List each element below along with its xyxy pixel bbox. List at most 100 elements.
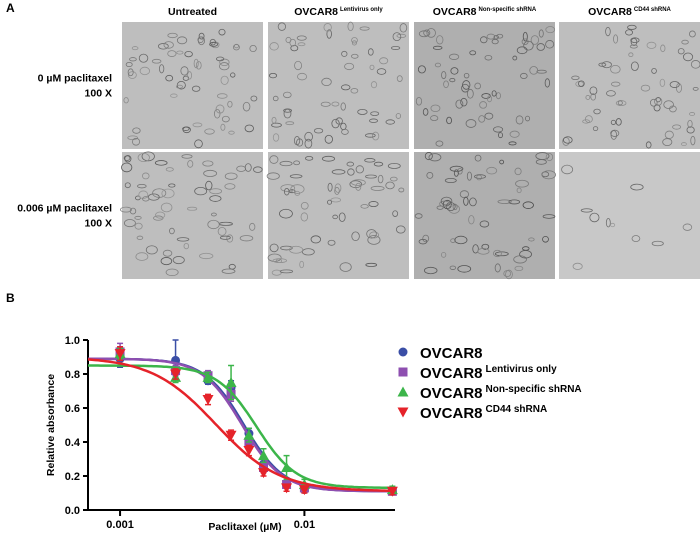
- cell: [435, 140, 444, 147]
- micrograph: [122, 152, 263, 279]
- cell: [468, 215, 475, 225]
- cell: [283, 108, 292, 119]
- cell: [301, 248, 315, 256]
- cell: [142, 196, 150, 202]
- cell: [202, 160, 214, 167]
- cell: [347, 21, 354, 32]
- data-point: [202, 371, 214, 382]
- cell: [249, 222, 256, 231]
- cell: [520, 72, 528, 80]
- cell: [460, 97, 468, 107]
- cell: [474, 174, 486, 179]
- cell: [478, 115, 486, 123]
- y-tick-label: 1.0: [65, 335, 80, 347]
- cell: [519, 250, 532, 259]
- cell: [219, 235, 231, 240]
- cell: [370, 81, 378, 89]
- legend-name: OVCAR8: [420, 345, 483, 362]
- cell: [395, 113, 402, 119]
- cell: [450, 67, 459, 75]
- cell: [484, 54, 493, 61]
- cell: [645, 141, 652, 149]
- cell: [457, 167, 463, 175]
- cell: [660, 44, 666, 53]
- cell: [167, 50, 177, 57]
- cell: [124, 155, 132, 163]
- cell: [324, 134, 333, 144]
- cell: [474, 154, 482, 162]
- cell: [444, 177, 457, 184]
- cell: [690, 60, 700, 69]
- cell: [497, 199, 512, 204]
- cell: [266, 172, 280, 180]
- cell: [141, 172, 150, 180]
- cell: [187, 160, 194, 168]
- cell: [365, 174, 377, 179]
- data-point: [114, 349, 126, 360]
- cell: [494, 251, 509, 257]
- cell: [466, 171, 473, 181]
- cell: [545, 26, 556, 34]
- cell: [197, 36, 205, 46]
- cell: [242, 101, 251, 112]
- x-tick-label: 0.001: [106, 519, 134, 531]
- cell: [289, 174, 303, 179]
- data-point: [225, 430, 237, 441]
- cell: [541, 170, 556, 180]
- column-header: OVCAR8 Lentivirus only: [294, 6, 383, 18]
- cell: [499, 159, 505, 165]
- cell: [530, 35, 540, 45]
- cell: [436, 205, 444, 210]
- cell: [186, 206, 198, 211]
- cell: [127, 71, 137, 79]
- cell: [327, 182, 333, 192]
- cell: [216, 93, 228, 99]
- cell: [244, 124, 254, 133]
- cell: [578, 80, 585, 87]
- y-tick-label: 0.2: [65, 471, 80, 483]
- cell: [479, 220, 490, 228]
- cell: [472, 244, 479, 254]
- cell: [131, 46, 139, 51]
- cell: [209, 188, 223, 195]
- micrograph: [122, 22, 263, 149]
- cell: [449, 77, 456, 83]
- cell: [441, 71, 447, 80]
- cell: [304, 138, 313, 149]
- micrograph: [268, 152, 409, 279]
- cell: [589, 212, 600, 223]
- cell: [418, 238, 428, 245]
- cell: [466, 88, 474, 99]
- legend-marker: [397, 386, 409, 397]
- cell: [367, 235, 381, 245]
- cell: [359, 26, 370, 31]
- cell: [463, 196, 469, 206]
- cell: [515, 115, 524, 125]
- cell: [542, 214, 556, 219]
- cell: [571, 75, 580, 81]
- cell: [625, 29, 633, 36]
- cell: [440, 196, 453, 206]
- cell: [280, 184, 296, 192]
- cell: [323, 23, 332, 32]
- cell: [119, 206, 133, 213]
- cell: [366, 229, 377, 239]
- cell: [344, 62, 355, 71]
- cell: [561, 164, 574, 175]
- column-header-sup: CD44 shRNA: [634, 7, 672, 13]
- cell: [269, 42, 279, 51]
- cell: [392, 32, 402, 42]
- cell: [351, 53, 359, 59]
- cell: [176, 36, 188, 45]
- cell: [422, 234, 430, 243]
- cell: [176, 237, 190, 242]
- cell: [228, 130, 235, 135]
- cell: [176, 50, 184, 55]
- cell: [127, 68, 134, 77]
- y-tick-label: 0.6: [65, 403, 80, 415]
- cell: [379, 57, 389, 65]
- cell: [491, 90, 497, 97]
- cell: [522, 201, 534, 209]
- cell: [414, 213, 423, 219]
- cell: [486, 95, 493, 103]
